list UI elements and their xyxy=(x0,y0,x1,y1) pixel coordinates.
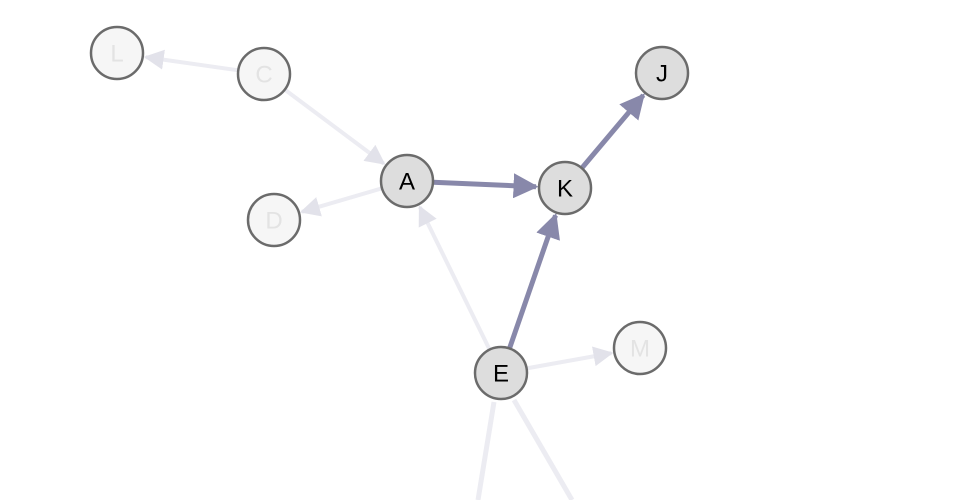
node-label: L xyxy=(110,41,123,68)
node-label: J xyxy=(656,61,668,88)
node-label: C xyxy=(255,62,272,89)
edge-k-j xyxy=(579,93,646,170)
edge-c-a xyxy=(283,87,386,166)
node-k[interactable]: K xyxy=(537,160,593,216)
edge-a-k xyxy=(432,173,539,199)
edge-e-m xyxy=(526,346,614,371)
node-c[interactable]: C xyxy=(236,46,292,102)
node-label: M xyxy=(630,336,650,363)
node-m[interactable]: M xyxy=(612,320,668,376)
node-e[interactable]: E xyxy=(473,345,529,401)
edge-e-k xyxy=(507,213,560,350)
node-circle xyxy=(246,192,302,248)
node-circle xyxy=(537,160,593,216)
node-circle xyxy=(236,46,292,102)
edge-layer xyxy=(143,49,646,500)
node-circle xyxy=(473,345,529,401)
edge-a-d xyxy=(299,186,383,217)
node-circle xyxy=(612,320,668,376)
node-circle xyxy=(634,45,690,101)
node-layer: L C A D K J E M xyxy=(89,25,690,401)
node-d[interactable]: D xyxy=(246,192,302,248)
node-label: K xyxy=(557,176,573,203)
node-circle xyxy=(89,25,145,81)
node-j[interactable]: J xyxy=(634,45,690,101)
node-label: D xyxy=(265,208,282,235)
edge-stub-right xyxy=(511,398,575,500)
node-a[interactable]: A xyxy=(379,153,435,209)
node-l[interactable]: L xyxy=(89,25,145,81)
edge-e-a xyxy=(418,205,492,351)
node-circle xyxy=(379,153,435,209)
node-label: A xyxy=(399,169,415,196)
edge-c-l xyxy=(143,49,239,73)
node-label: E xyxy=(493,361,509,388)
edge-stub-left xyxy=(475,401,497,500)
